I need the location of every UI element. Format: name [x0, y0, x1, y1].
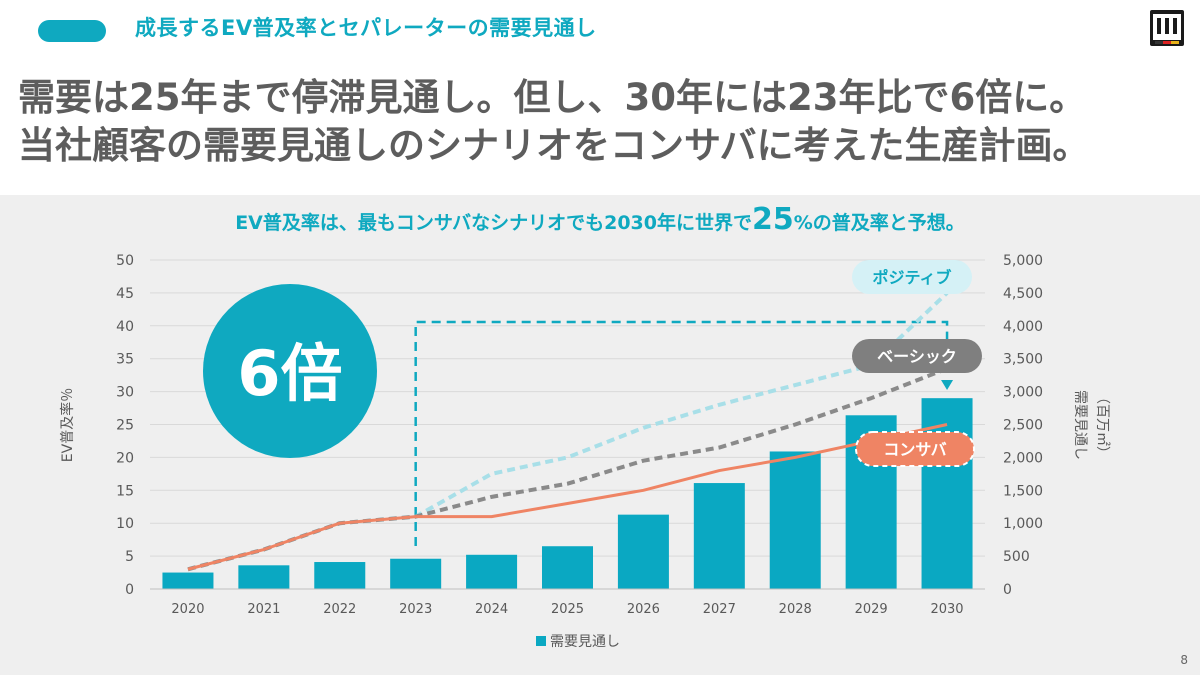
bar-demand-2030 — [921, 398, 973, 589]
scenario-positive-pill — [852, 260, 972, 294]
y-tick-label: 0 — [125, 582, 134, 598]
section-accent-pill — [38, 20, 106, 42]
legend-label-demand: 需要見通し — [550, 634, 620, 650]
y2-tick-label: 1,500 — [1003, 483, 1043, 499]
bar-demand-2026 — [617, 514, 669, 589]
x-tick-label: 2021 — [247, 602, 280, 617]
y-tick-label: 40 — [116, 319, 134, 335]
y2-axis-label: 需要見通し — [1072, 390, 1088, 460]
y-tick-label: 5 — [125, 549, 134, 565]
y2-tick-label: 2,000 — [1003, 450, 1043, 466]
scenario-positive-label: ポジティブ — [872, 268, 951, 287]
x-tick-label: 2024 — [475, 602, 508, 617]
legend-swatch-demand — [536, 636, 546, 646]
bar-demand-2024 — [466, 554, 518, 589]
y-tick-label: 25 — [116, 418, 134, 434]
x-tick-label: 2025 — [551, 602, 584, 617]
y2-tick-label: 500 — [1003, 549, 1030, 565]
chart-panel — [0, 195, 1200, 675]
scenario-conservative-label: コンサバ — [883, 440, 946, 459]
scenario-conservative-pill — [855, 431, 975, 467]
company-logo — [1150, 10, 1184, 46]
comparison-arrowhead — [941, 380, 954, 390]
x-tick-label: 2028 — [779, 602, 812, 617]
headline-line-1: 需要は25年まで停滞見通し。但し、30年には23年比で6倍に。 — [18, 76, 1087, 119]
x-tick-label: 2026 — [627, 602, 660, 617]
bar-demand-2021 — [238, 565, 290, 589]
chart-subtitle-pre: EV普及率は、最もコンサバなシナリオでも2030年に世界で — [235, 212, 752, 234]
y-tick-label: 10 — [116, 516, 134, 532]
y-axis-label: EV普及率％ — [59, 388, 76, 462]
y2-tick-label: 3,000 — [1003, 385, 1043, 401]
headline-line-2: 当社顧客の需要見通しのシナリオをコンサバに考えた生産計画。 — [18, 124, 1090, 167]
multiplier-circle — [203, 284, 377, 458]
y-tick-label: 45 — [116, 286, 134, 302]
y2-tick-label: 3,500 — [1003, 352, 1043, 368]
scenario-basic-pill — [852, 339, 982, 373]
y-tick-label: 35 — [116, 352, 134, 368]
y-tick-label: 15 — [116, 483, 134, 499]
y2-axis-unit: （百万㎡） — [1094, 390, 1110, 460]
y2-tick-label: 4,500 — [1003, 286, 1043, 302]
x-tick-label: 2030 — [930, 602, 963, 617]
y-tick-label: 20 — [116, 450, 134, 466]
page-number: 8 — [1180, 653, 1188, 667]
y2-tick-label: 0 — [1003, 582, 1012, 598]
x-tick-label: 2023 — [399, 602, 432, 617]
x-tick-label: 2027 — [703, 602, 736, 617]
scenario-basic-label: ベーシック — [877, 347, 957, 366]
multiplier-label: 6倍 — [237, 337, 342, 410]
headline: 需要は25年まで停滞見通し。但し、30年には23年比で6倍に。 当社顧客の需要見… — [18, 74, 1090, 170]
bar-demand-2028 — [769, 451, 821, 589]
chart-subtitle: EV普及率は、最もコンサバなシナリオでも2030年に世界で25%の普及率と予想。 — [0, 202, 1200, 237]
bar-demand-2022 — [314, 562, 366, 589]
y2-tick-label: 2,500 — [1003, 418, 1043, 434]
bar-demand-2025 — [542, 546, 593, 589]
y-tick-label: 50 — [116, 253, 134, 269]
x-tick-label: 2020 — [171, 602, 204, 617]
bar-demand-2020 — [162, 572, 214, 589]
y2-tick-label: 5,000 — [1003, 253, 1043, 269]
y-tick-label: 30 — [116, 385, 134, 401]
y2-tick-label: 1,000 — [1003, 516, 1043, 532]
x-tick-label: 2029 — [855, 602, 888, 617]
chart-subtitle-post: %の普及率と予想。 — [793, 212, 965, 234]
chart-subtitle-highlight: 25 — [752, 202, 794, 237]
bar-demand-2027 — [693, 483, 745, 589]
y2-tick-label: 4,000 — [1003, 319, 1043, 335]
section-title: 成長するEV普及率とセパレーターの需要見通し — [135, 16, 597, 40]
bar-demand-2023 — [390, 558, 442, 589]
x-tick-label: 2022 — [323, 602, 356, 617]
